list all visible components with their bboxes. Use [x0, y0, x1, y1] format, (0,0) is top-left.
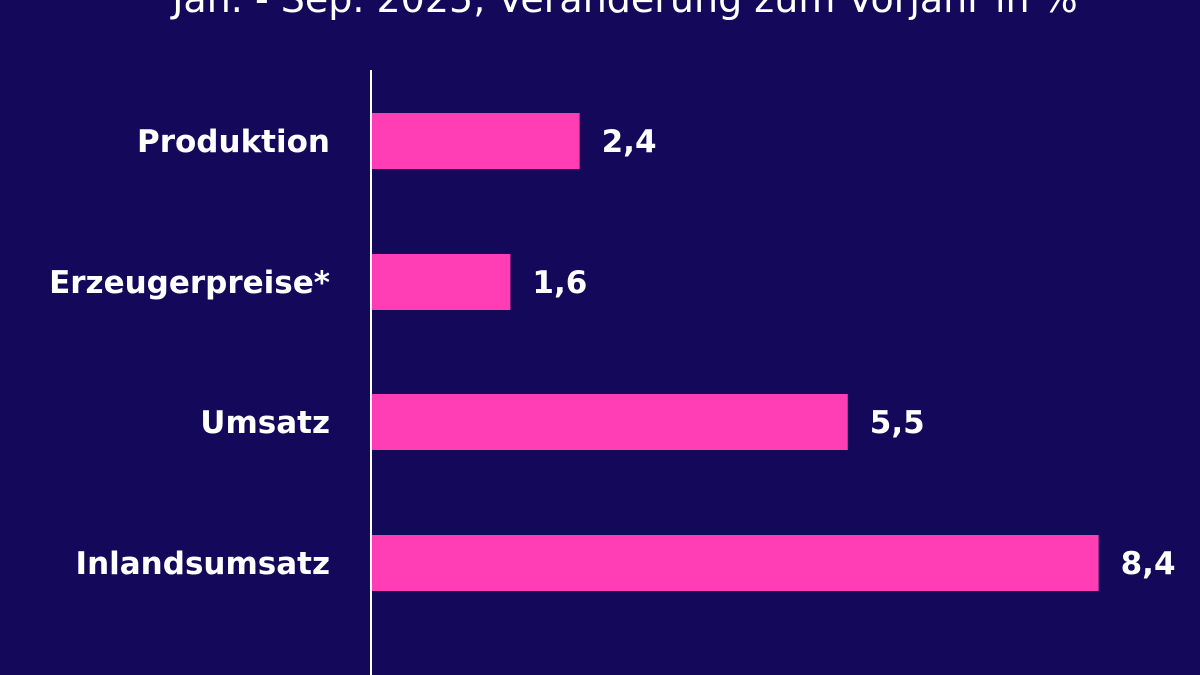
category-label: Erzeugerpreise*: [49, 265, 330, 301]
category-label: Inlandsumsatz: [76, 546, 330, 582]
category-label: Produktion: [137, 124, 330, 160]
category-label: Umsatz: [200, 405, 330, 441]
bars-group: Produktion 2,4 Erzeugerpreise* 1,6 Umsatz 5,5…: [49, 113, 1176, 591]
bar: [372, 394, 848, 450]
bar: [372, 535, 1099, 591]
value-label: 5,5: [870, 405, 925, 441]
value-label: 8,4: [1121, 546, 1176, 582]
value-label: 1,6: [532, 265, 587, 301]
bar: [372, 254, 511, 310]
bar: [372, 113, 580, 169]
value-label: 2,4: [602, 124, 657, 160]
chart-subtitle: Jan. - Sep. 2025, Veränderung zum Vorjah…: [170, 0, 1078, 21]
